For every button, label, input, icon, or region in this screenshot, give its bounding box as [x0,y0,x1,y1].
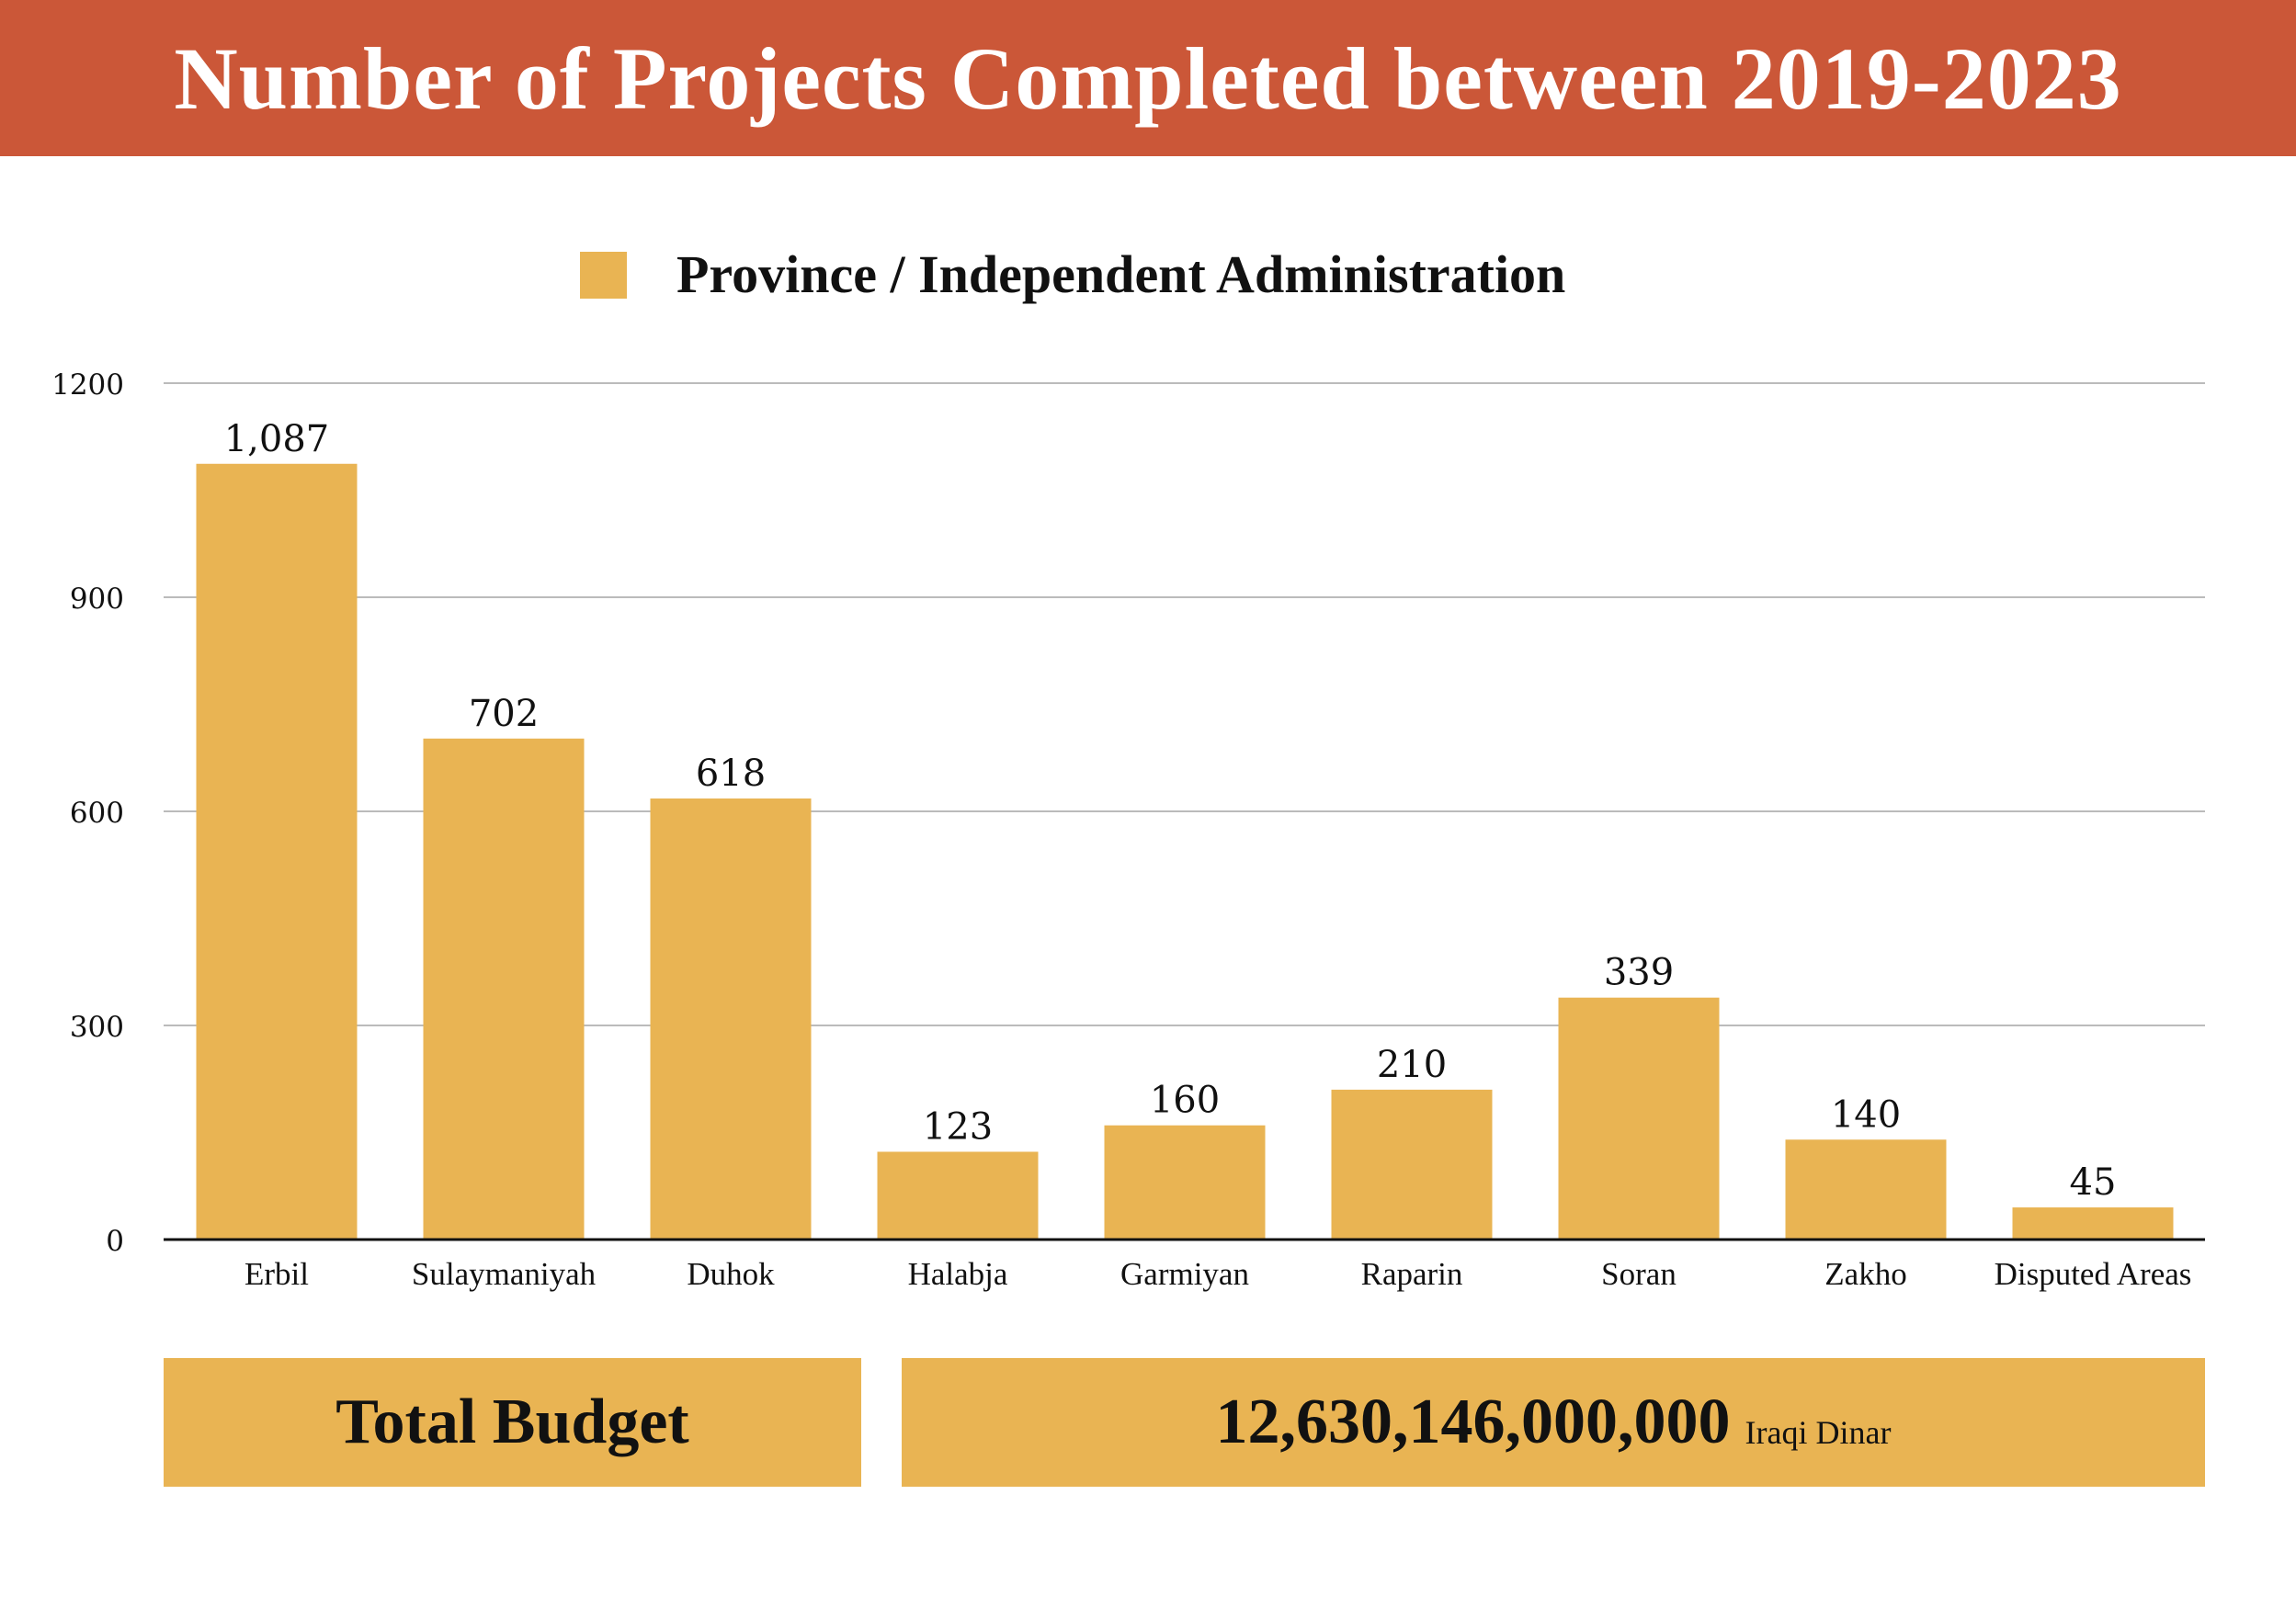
bar-soran [1558,997,1720,1240]
x-tick-label: Raparin [1361,1256,1463,1292]
total-budget-value-box: 12,630,146,000,000 Iraqi Dinar [902,1358,2205,1487]
bar-garmiyan [1104,1125,1266,1240]
data-label: 140 [1831,1093,1901,1136]
y-tick-label: 900 [70,583,124,616]
title-banner: Number of Projects Completed between 201… [0,0,2296,156]
data-label: 123 [923,1105,993,1148]
x-tick-label: Garmiyan [1120,1256,1249,1292]
y-tick-label: 0 [106,1225,124,1258]
total-budget-label: Total Budget [335,1387,689,1457]
y-tick-label: 300 [70,1011,124,1044]
bar-halabja [877,1151,1039,1240]
bar-raparin [1331,1089,1493,1240]
data-label: 702 [469,693,539,735]
data-label: 160 [1150,1080,1220,1122]
bar-zakho [1785,1139,1947,1240]
y-tick-label: 1200 [51,368,124,402]
bar-sulaymaniyah [423,738,585,1240]
y-tick-label: 600 [70,797,124,830]
chart-title: Number of Projects Completed between 201… [174,28,2122,128]
x-tick-label: Sulaymaniyah [412,1256,597,1292]
legend-label: Province / Independent Administration [676,244,1565,304]
x-tick-label: Zakho [1824,1256,1906,1292]
x-tick-label: Halabja [908,1256,1008,1292]
legend-swatch [580,252,627,299]
total-budget-value: 12,630,146,000,000 [1215,1387,1731,1457]
data-label: 45 [2070,1161,2117,1204]
x-tick-label: Soran [1601,1256,1677,1292]
x-tick-label: Disputed Areas [1995,1256,2192,1292]
data-label: 339 [1604,952,1674,994]
data-label: 618 [696,753,766,795]
bar-duhok [650,798,812,1240]
bar-disputed-areas [2012,1207,2174,1240]
total-budget-label-box: Total Budget [164,1358,861,1487]
bar-erbil [196,463,358,1240]
data-label: 210 [1377,1044,1447,1086]
x-tick-label: Erbil [244,1256,309,1292]
currency-unit: Iraqi Dinar [1745,1414,1892,1451]
x-tick-label: Duhok [687,1256,775,1292]
data-label: 1,087 [224,418,330,460]
bar-chart: Province / Independent Administration 0 30… [51,244,2205,1292]
